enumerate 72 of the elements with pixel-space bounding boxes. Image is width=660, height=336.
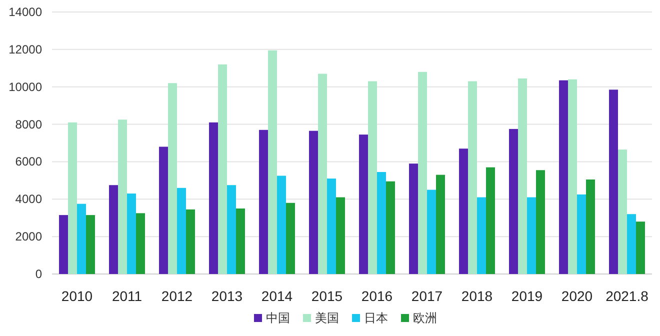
bar — [486, 167, 495, 274]
bar — [459, 148, 468, 274]
bar — [436, 174, 445, 274]
y-tick-label: 12000 — [8, 42, 42, 56]
x-tick-label: 2013 — [211, 288, 243, 304]
bar — [268, 50, 277, 274]
bar — [177, 188, 186, 274]
legend-label: 欧洲 — [413, 311, 437, 325]
bar — [318, 74, 327, 274]
bar — [277, 176, 286, 274]
bar — [59, 215, 68, 274]
y-tick-label: 4000 — [15, 192, 42, 206]
bar — [68, 122, 77, 274]
bar — [618, 150, 627, 274]
bar — [286, 202, 295, 274]
x-tick-label: 2012 — [161, 288, 193, 304]
y-tick-label: 14000 — [8, 5, 42, 19]
bar — [427, 190, 436, 274]
bar — [209, 122, 218, 274]
bar — [186, 209, 195, 274]
bar — [527, 197, 536, 274]
bar — [159, 146, 168, 274]
x-tick-label: 2017 — [411, 288, 443, 304]
bar — [118, 120, 127, 274]
bar — [259, 130, 268, 274]
bar — [168, 83, 177, 274]
legend-label: 中国 — [266, 311, 290, 325]
x-tick-label: 2021.8 — [606, 288, 649, 304]
bar — [468, 81, 477, 274]
bar — [227, 185, 236, 274]
x-tick-label: 2019 — [511, 288, 543, 304]
bar — [336, 197, 345, 274]
bar — [327, 178, 336, 274]
bar — [386, 181, 395, 274]
x-tick-label: 2018 — [461, 288, 493, 304]
bar — [627, 214, 636, 274]
bar — [577, 194, 586, 274]
bar — [77, 204, 86, 274]
bar — [586, 179, 595, 274]
bar — [409, 164, 418, 274]
bar — [568, 79, 577, 274]
x-tick-label: 2014 — [261, 288, 293, 304]
bar — [127, 194, 136, 274]
bar — [636, 222, 645, 274]
bar — [377, 172, 386, 274]
bar — [359, 134, 368, 274]
bar — [536, 170, 545, 274]
y-tick-label: 8000 — [15, 117, 42, 132]
legend-label: 日本 — [364, 311, 388, 325]
x-tick-label: 2016 — [361, 288, 393, 304]
bar — [218, 64, 227, 274]
x-tick-label: 2015 — [311, 288, 343, 304]
bar — [136, 213, 145, 274]
bar — [109, 185, 118, 274]
x-tick-label: 2020 — [561, 288, 593, 304]
bar — [609, 90, 618, 274]
bar — [559, 80, 568, 274]
bar — [236, 208, 245, 274]
bar — [518, 78, 527, 274]
x-tick-label: 2011 — [112, 288, 142, 304]
legend-label: 美国 — [315, 311, 339, 325]
y-tick-label: 10000 — [8, 80, 42, 94]
bar — [509, 128, 518, 274]
bar — [86, 215, 95, 274]
y-tick-label: 2000 — [15, 230, 42, 244]
bar — [418, 72, 427, 274]
y-tick-label: 6000 — [15, 154, 42, 169]
bar — [309, 130, 318, 274]
x-tick-label: 2010 — [61, 288, 93, 304]
bar — [477, 197, 486, 274]
bar — [368, 81, 377, 274]
y-tick-label: 0 — [35, 267, 42, 281]
